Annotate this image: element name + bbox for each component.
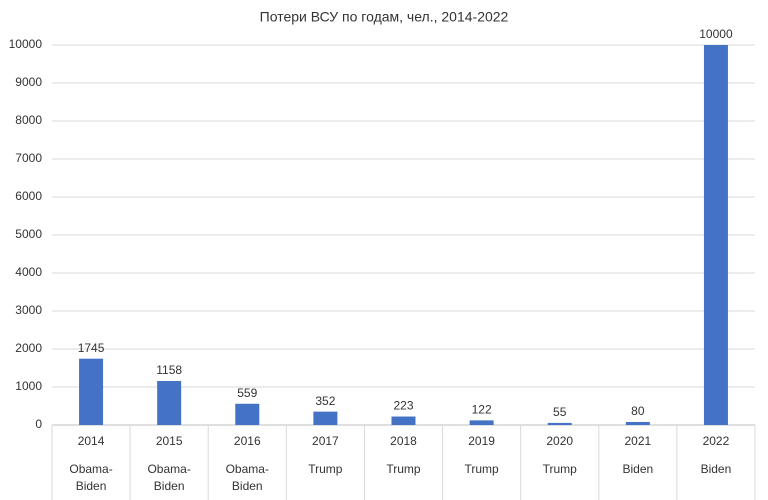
category-group-label: Obama-Biden: [225, 462, 269, 493]
x-tick-label: 2018: [390, 434, 417, 448]
y-tick-label: 4000: [15, 265, 42, 279]
data-label: 80: [631, 404, 645, 418]
bar: [703, 45, 728, 425]
data-label: 223: [393, 399, 413, 413]
data-label: 352: [315, 394, 335, 408]
category-group-label: Trump: [464, 462, 499, 476]
chart-title: Потери ВСУ по годам, чел., 2014-2022: [260, 9, 509, 25]
bar: [391, 416, 416, 425]
data-label: 10000: [699, 27, 733, 41]
y-tick-label: 1000: [15, 379, 42, 393]
bar: [625, 421, 650, 425]
x-tick-label: 2015: [156, 434, 183, 448]
category-group-label: Biden: [622, 462, 654, 476]
y-tick-label: 6000: [15, 189, 42, 203]
data-label: 55: [553, 405, 567, 419]
x-tick-label: 2016: [234, 434, 261, 448]
data-label: 1745: [78, 341, 105, 355]
x-tick-label: 2021: [624, 434, 651, 448]
y-tick-label: 10000: [9, 37, 43, 51]
bar: [547, 422, 572, 425]
category-group-label: Trump: [542, 462, 577, 476]
category-group-label: Obama-Biden: [69, 462, 113, 493]
x-tick-label: 2019: [468, 434, 495, 448]
y-tick-label: 0: [35, 417, 42, 431]
x-tick-label: 2022: [703, 434, 730, 448]
y-tick-label: 7000: [15, 151, 42, 165]
category-group-label: Trump: [386, 462, 421, 476]
bar: [469, 420, 494, 425]
y-tick-label: 8000: [15, 113, 42, 127]
bar: [313, 411, 338, 425]
y-tick-label: 3000: [15, 303, 42, 317]
data-label: 122: [472, 403, 492, 417]
y-tick-label: 9000: [15, 75, 42, 89]
y-tick-label: 2000: [15, 341, 42, 355]
data-label: 559: [237, 386, 257, 400]
y-tick-label: 5000: [15, 227, 42, 241]
bar: [157, 380, 182, 425]
category-group-label: Trump: [308, 462, 343, 476]
bar: [235, 403, 260, 425]
x-tick-label: 2017: [312, 434, 339, 448]
x-tick-label: 2020: [546, 434, 573, 448]
data-label: 1158: [156, 363, 182, 377]
bar: [79, 358, 104, 425]
category-group-label: Obama-Biden: [147, 462, 191, 493]
x-tick-label: 2014: [78, 434, 105, 448]
category-group-label: Biden: [700, 462, 732, 476]
